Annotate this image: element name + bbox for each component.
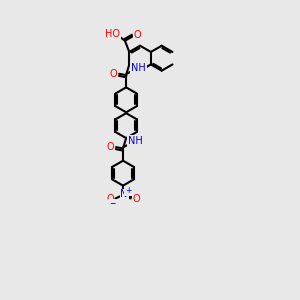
Text: O: O bbox=[106, 194, 114, 205]
Text: −: − bbox=[109, 199, 116, 208]
Text: O: O bbox=[134, 30, 141, 40]
Text: N: N bbox=[120, 189, 128, 199]
Text: O: O bbox=[107, 142, 114, 152]
Text: HO: HO bbox=[105, 29, 120, 39]
Text: NH: NH bbox=[128, 136, 143, 146]
Text: +: + bbox=[125, 186, 131, 195]
Text: NH: NH bbox=[131, 63, 146, 73]
Text: O: O bbox=[110, 69, 118, 79]
Text: O: O bbox=[132, 194, 140, 205]
